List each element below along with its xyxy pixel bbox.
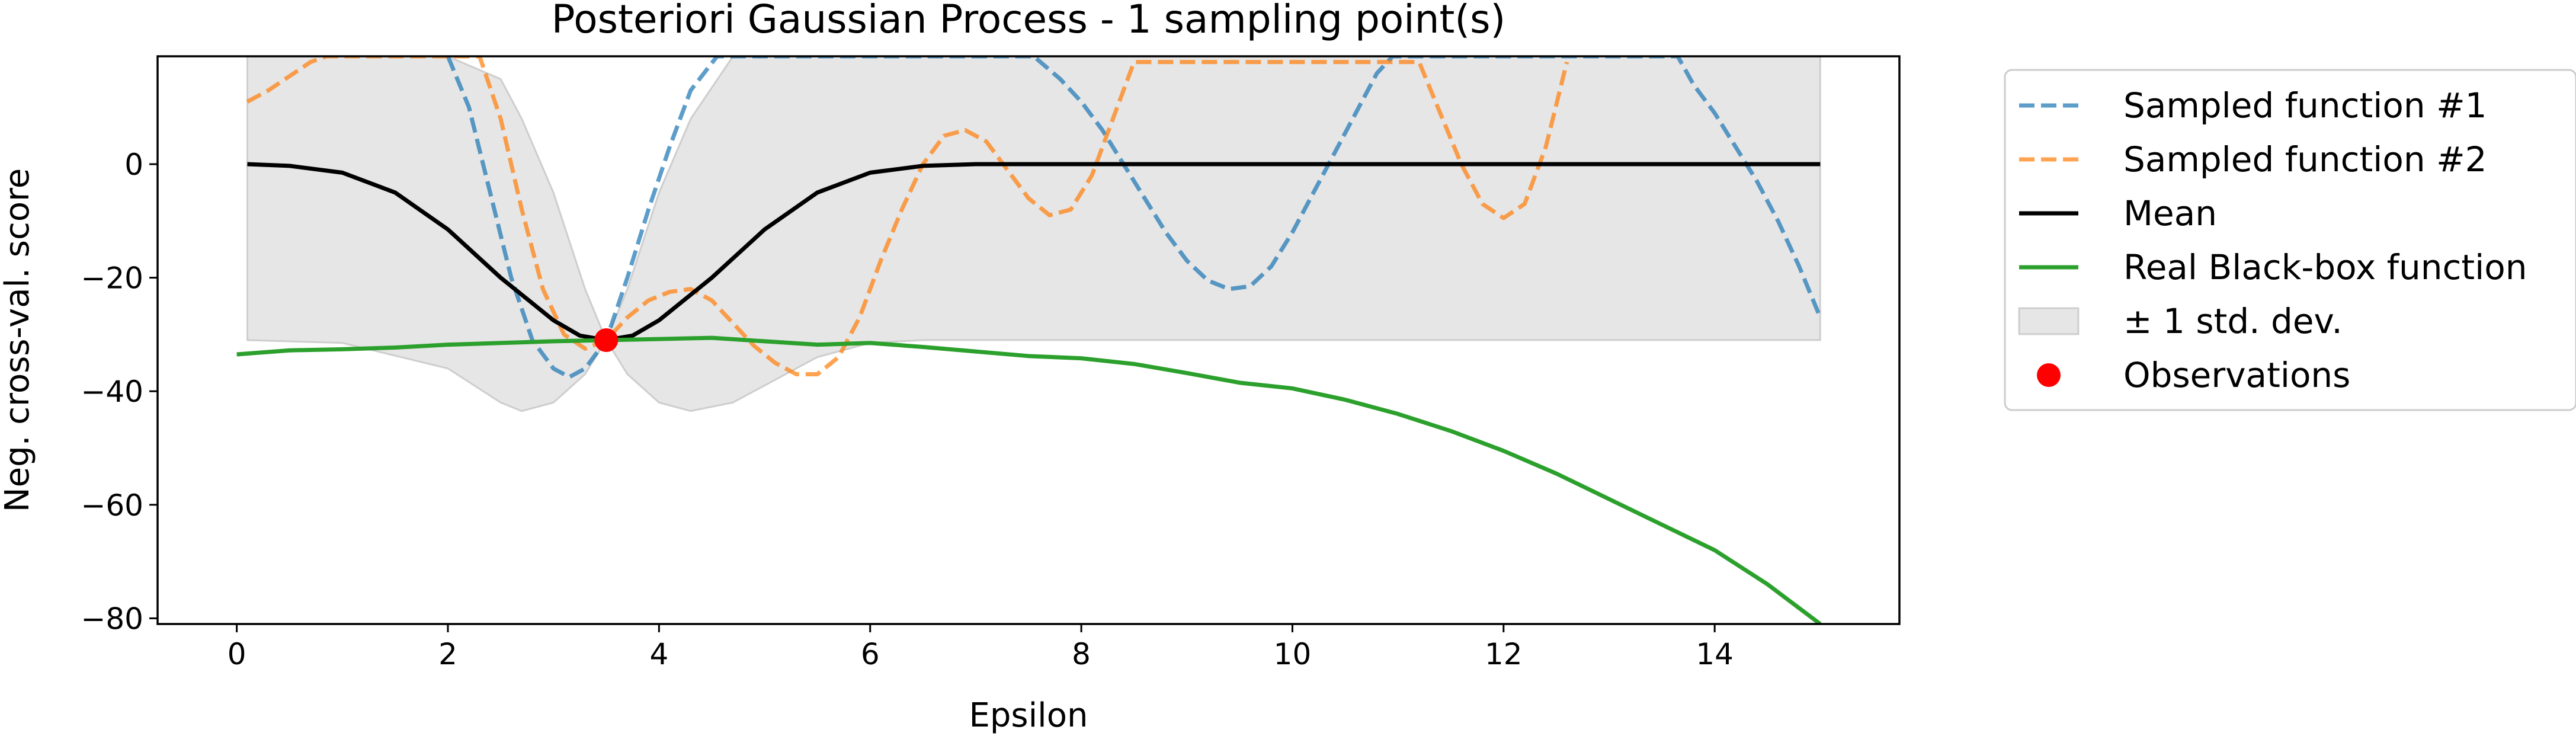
y-tick-label: −80: [81, 601, 143, 636]
x-tick-label: 2: [438, 637, 457, 671]
x-tick-label: 14: [1696, 637, 1734, 671]
y-axis: 0 −20 −40 −60 −80: [81, 148, 158, 636]
legend-label-real-black-box-function: Real Black-box function: [2123, 247, 2527, 287]
legend-label-observations: Observations: [2123, 355, 2350, 395]
x-tick-label: 6: [861, 637, 880, 671]
legend-frame: [2004, 69, 2576, 411]
plot-frame: [156, 55, 1901, 625]
x-tick-label: 10: [1274, 637, 1312, 671]
y-tick-label: −40: [81, 375, 143, 409]
y-axis-label: Neg. cross-val. score: [0, 168, 37, 512]
y-tick-label: 0: [124, 148, 143, 182]
legend-label-mean: Mean: [2123, 193, 2217, 233]
y-tick-label: −60: [81, 488, 143, 523]
observation-point: [594, 328, 619, 352]
series-line-mean: [247, 162, 1821, 343]
legend: Sampled function #1 Sampled function #2 Me…: [2004, 69, 2576, 411]
chart-title: Posteriori Gaussian Process - 1 sampling…: [552, 0, 1506, 42]
legend-swatch-1-std-dev: [2018, 307, 2080, 335]
x-tick-label: 12: [1485, 637, 1523, 671]
y-tick-label: −20: [81, 261, 143, 296]
x-axis: 0 2 4 6 8 10 12 14: [228, 624, 1734, 671]
series-layer: [236, 56, 1822, 624]
legend-label-1-std-dev: ± 1 std. dev.: [2123, 301, 2343, 341]
x-axis-label: Epsilon: [969, 696, 1088, 735]
series-line-real-black-box-function: [236, 335, 1822, 624]
x-tick-label: 4: [649, 637, 668, 671]
legend-label-sampled-function-2: Sampled function #2: [2123, 139, 2487, 180]
series-line-sampled-function-2: [246, 56, 1569, 376]
legend-label-sampled-function-1: Sampled function #1: [2123, 85, 2487, 126]
legend-swatch-observations: [2037, 363, 2061, 387]
x-tick-label: 0: [228, 637, 246, 671]
series-line-sampled-function-1: [446, 56, 1822, 379]
observations-layer: [594, 328, 619, 352]
x-tick-label: 8: [1072, 637, 1091, 671]
